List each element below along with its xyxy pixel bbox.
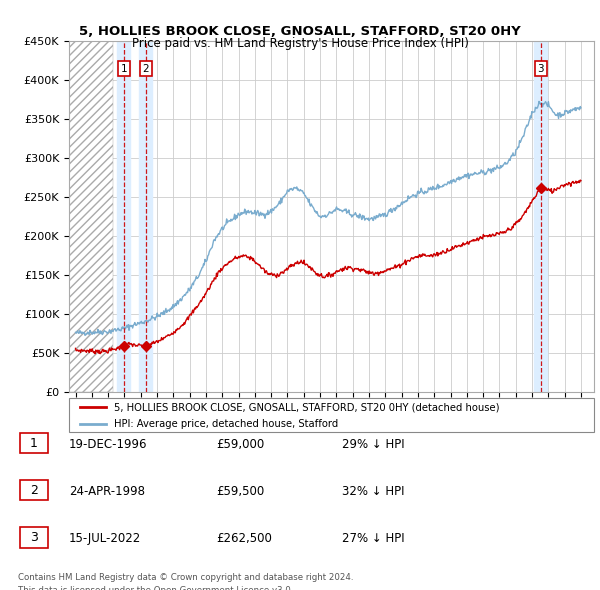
Text: 2: 2 — [29, 484, 38, 497]
FancyBboxPatch shape — [69, 398, 594, 432]
Bar — [139, 41, 152, 392]
Text: 5, HOLLIES BROOK CLOSE, GNOSALL, STAFFORD, ST20 0HY (detached house): 5, HOLLIES BROOK CLOSE, GNOSALL, STAFFOR… — [113, 402, 499, 412]
FancyBboxPatch shape — [20, 527, 47, 548]
Text: 27% ↓ HPI: 27% ↓ HPI — [342, 532, 404, 545]
Text: 19-DEC-1996: 19-DEC-1996 — [69, 438, 148, 451]
Text: £59,500: £59,500 — [216, 485, 264, 498]
Text: 3: 3 — [29, 531, 38, 544]
FancyBboxPatch shape — [20, 433, 47, 453]
Text: 1: 1 — [29, 437, 38, 450]
Text: 32% ↓ HPI: 32% ↓ HPI — [342, 485, 404, 498]
FancyBboxPatch shape — [20, 480, 47, 500]
Text: 24-APR-1998: 24-APR-1998 — [69, 485, 145, 498]
Text: Contains HM Land Registry data © Crown copyright and database right 2024.
This d: Contains HM Land Registry data © Crown c… — [18, 573, 353, 590]
Text: 2: 2 — [142, 64, 149, 74]
Text: 1: 1 — [121, 64, 127, 74]
Bar — [535, 41, 547, 392]
Text: £59,000: £59,000 — [216, 438, 264, 451]
Text: £262,500: £262,500 — [216, 532, 272, 545]
Bar — [117, 41, 130, 392]
Text: 3: 3 — [538, 64, 544, 74]
Text: 29% ↓ HPI: 29% ↓ HPI — [342, 438, 404, 451]
Text: HPI: Average price, detached house, Stafford: HPI: Average price, detached house, Staf… — [113, 419, 338, 429]
Text: 15-JUL-2022: 15-JUL-2022 — [69, 532, 141, 545]
Text: Price paid vs. HM Land Registry's House Price Index (HPI): Price paid vs. HM Land Registry's House … — [131, 37, 469, 50]
Text: 5, HOLLIES BROOK CLOSE, GNOSALL, STAFFORD, ST20 0HY: 5, HOLLIES BROOK CLOSE, GNOSALL, STAFFOR… — [79, 25, 521, 38]
Bar — [69, 41, 113, 392]
